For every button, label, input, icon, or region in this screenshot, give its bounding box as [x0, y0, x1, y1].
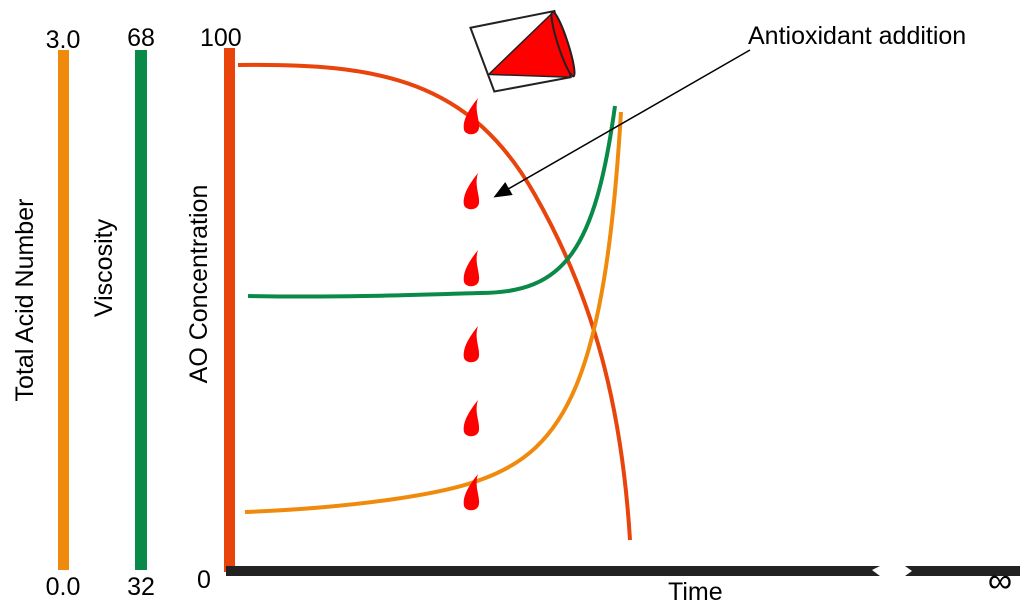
pouring-cup — [470, 1, 578, 102]
viscosity-axis-bar — [135, 50, 147, 570]
tan-bottom: 0.0 — [46, 573, 81, 601]
ao-top: 100 — [200, 24, 242, 52]
time-infinity: ∞ — [988, 562, 1012, 600]
ao-axis-bar — [224, 48, 235, 572]
annotation: Antioxidant addition — [748, 22, 966, 50]
ao-bottom: 0 — [197, 566, 211, 594]
time-label: Time — [668, 578, 723, 606]
viscosity-top: 68 — [127, 24, 155, 52]
viscosity-bottom: 32 — [127, 573, 155, 601]
antioxidant-drops — [464, 98, 479, 510]
ao-label: AO Concentration — [185, 185, 213, 384]
time-axis — [226, 566, 880, 576]
tan-curve — [245, 112, 621, 512]
tan-axis-bar — [58, 50, 69, 570]
ao-curve — [238, 65, 630, 540]
tan-top: 3.0 — [46, 26, 81, 54]
viscosity-label: Viscosity — [90, 218, 118, 317]
diagram: Antioxidant addition 3.0 0.0 68 32 100 0… — [0, 0, 1033, 607]
viscosity-curve — [248, 106, 615, 297]
tan-label: Total Acid Number — [11, 199, 39, 402]
